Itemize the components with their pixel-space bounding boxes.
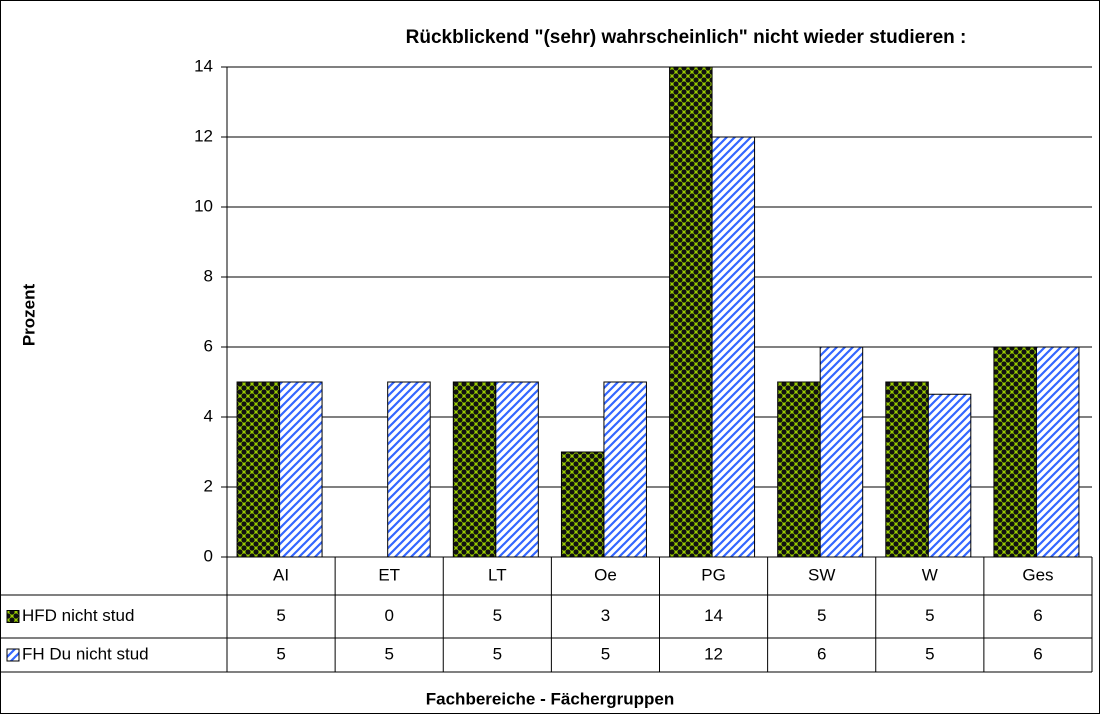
bar — [819, 346, 864, 558]
table-cell: 6 — [817, 644, 826, 663]
y-tick-label: 14 — [194, 56, 213, 75]
table-cell: 5 — [493, 606, 502, 625]
legend-label: FH Du nicht stud — [22, 644, 149, 663]
table-cell: 5 — [493, 644, 502, 663]
bar — [603, 381, 647, 558]
x-tick-label: ET — [378, 565, 400, 584]
bar — [560, 451, 605, 558]
table-cell: 5 — [817, 606, 826, 625]
table-cell: 3 — [601, 606, 610, 625]
y-tick-label: 4 — [204, 406, 213, 425]
bar — [495, 381, 539, 558]
bar — [236, 381, 281, 558]
legend-label: HFD nicht stud — [22, 606, 134, 625]
bar — [669, 66, 713, 558]
bar — [279, 381, 323, 558]
y-tick-label: 12 — [194, 126, 213, 145]
x-tick-label: PG — [701, 565, 726, 584]
table-cell: 5 — [925, 606, 934, 625]
y-tick-label: 0 — [204, 546, 213, 565]
y-tick-label: 2 — [204, 476, 213, 495]
bar — [711, 136, 756, 558]
bar — [927, 393, 972, 558]
bar — [1035, 346, 1080, 558]
table-cell: 5 — [276, 644, 285, 663]
legend-swatch — [6, 610, 20, 623]
table-cell: 6 — [1033, 606, 1042, 625]
x-tick-label: AI — [273, 565, 289, 584]
y-tick-label: 8 — [204, 266, 213, 285]
legend-swatch — [6, 648, 20, 662]
x-tick-label: W — [922, 565, 938, 584]
table-cell: 12 — [704, 644, 723, 663]
table-cell: 5 — [601, 644, 610, 663]
table-cell: 5 — [384, 644, 393, 663]
x-axis-label: Fachbereiche - Fächergruppen — [426, 689, 674, 708]
y-tick-label: 10 — [194, 196, 213, 215]
x-tick-label: Oe — [594, 565, 617, 584]
x-tick-label: LT — [488, 565, 507, 584]
bar — [885, 381, 929, 558]
y-tick-label: 6 — [204, 336, 213, 355]
chart-title: Rückblickend "(sehr) wahrscheinlich" nic… — [406, 27, 967, 48]
bar — [777, 381, 821, 558]
bar — [993, 346, 1037, 558]
x-tick-label: SW — [808, 565, 835, 584]
bar — [452, 381, 497, 558]
table-cell: 0 — [384, 606, 393, 625]
table-cell: 5 — [276, 606, 285, 625]
bar — [387, 381, 431, 558]
y-axis-label: Prozent — [19, 283, 38, 346]
table-cell: 14 — [704, 606, 723, 625]
table-cell: 5 — [925, 644, 934, 663]
table-cell: 6 — [1033, 644, 1042, 663]
x-tick-label: Ges — [1022, 565, 1053, 584]
